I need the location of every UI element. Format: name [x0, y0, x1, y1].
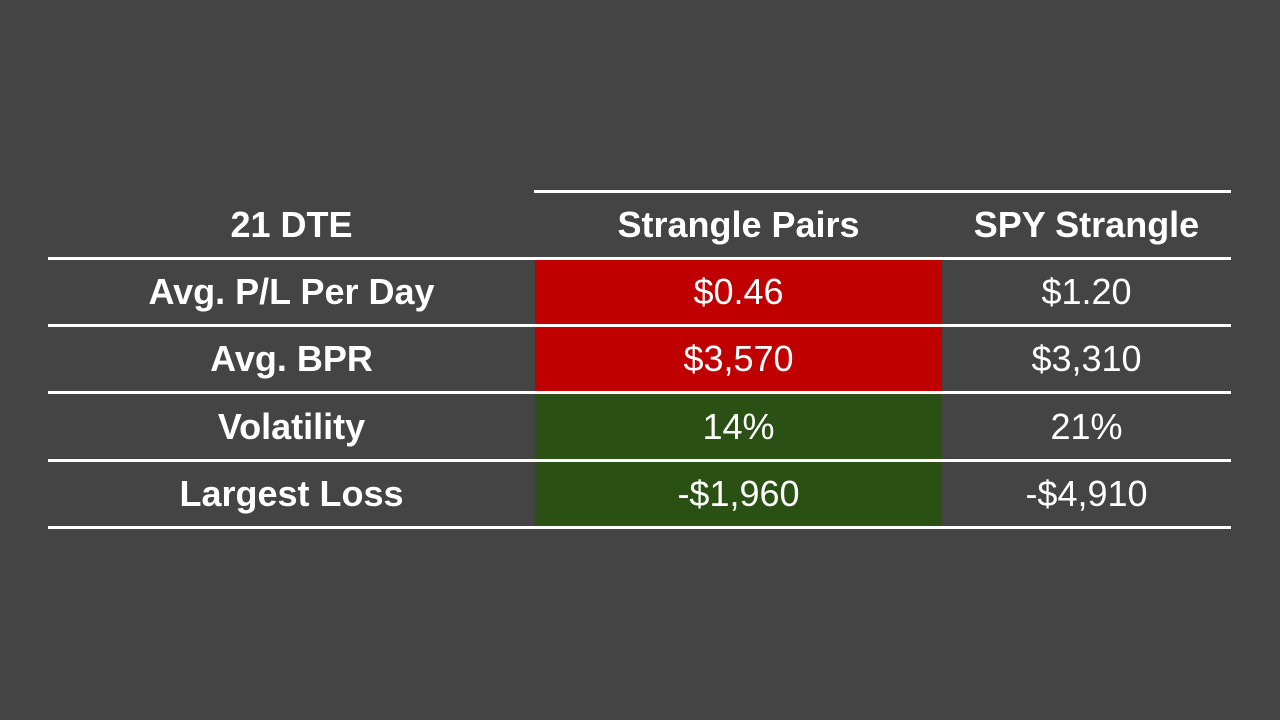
header-spy-strangle: SPY Strangle	[973, 204, 1200, 245]
cell-strangle-pairs-largest-loss: -$1,960	[535, 462, 942, 526]
cell-spy-strangle-largest-loss: -$4,910	[1025, 473, 1148, 514]
header-strangle-pairs: Strangle Pairs	[617, 204, 860, 245]
row-rule-1	[48, 324, 1231, 327]
cell-strangle-pairs-avg-pl: $0.46	[535, 260, 942, 324]
cell-spy-strangle-volatility: 21%	[1050, 405, 1123, 447]
cell-spy-strangle-avg-pl: $1.20	[1041, 271, 1132, 312]
row-label-avg-bpr: Avg. BPR	[210, 338, 373, 379]
cell-strangle-pairs-volatility: 14%	[535, 394, 942, 459]
row-rule-3	[48, 459, 1231, 462]
bottom-rule	[48, 526, 1231, 529]
row-rule-2	[48, 391, 1231, 394]
row-label-largest-loss: Largest Loss	[179, 473, 404, 514]
cell-strangle-pairs-avg-bpr: $3,570	[535, 327, 942, 391]
top-rule	[534, 190, 1231, 193]
header-rule	[48, 257, 1231, 260]
row-label-avg-pl: Avg. P/L Per Day	[148, 271, 435, 312]
cell-spy-strangle-avg-bpr: $3,310	[1031, 338, 1142, 379]
row-label-volatility: Volatility	[217, 405, 366, 447]
header-dte: 21 DTE	[230, 204, 353, 245]
